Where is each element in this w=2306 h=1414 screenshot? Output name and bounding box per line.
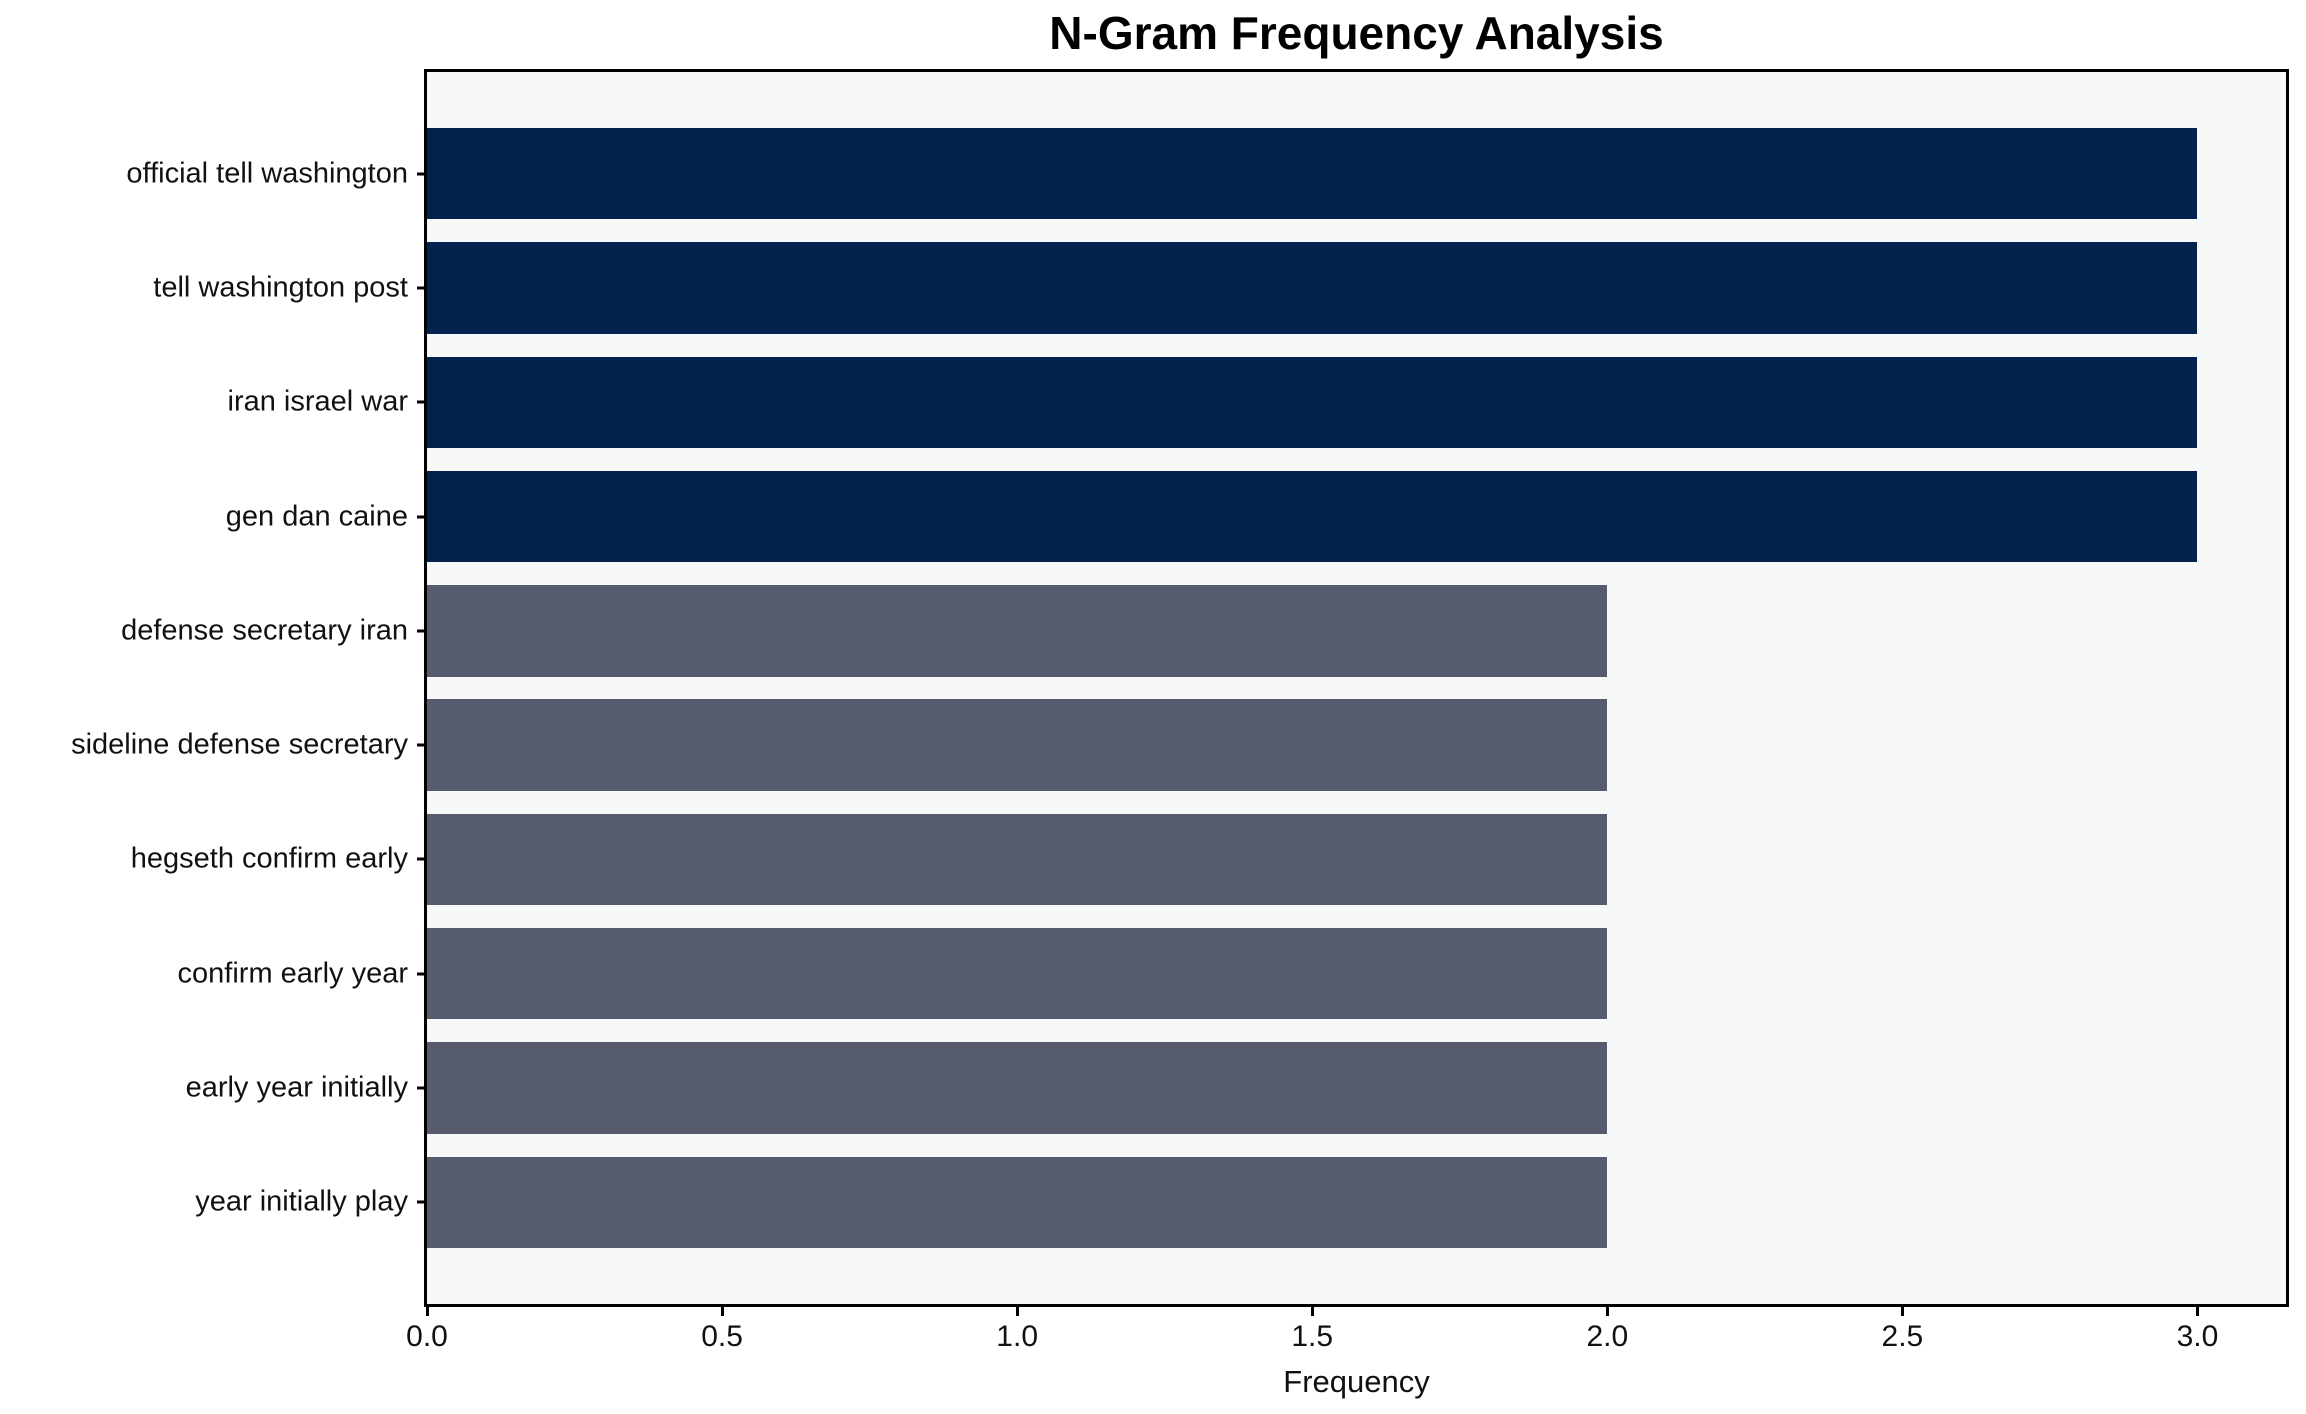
bar [427, 585, 1608, 677]
y-tick-label: gen dan caine [225, 500, 408, 533]
bar [427, 813, 1608, 906]
y-tick-mark [417, 857, 427, 861]
bar [427, 1156, 1608, 1248]
y-tick-mark [417, 1200, 427, 1204]
y-tick-mark [417, 286, 427, 290]
bar [427, 928, 1608, 1020]
x-axis-label: Frequency [1283, 1364, 1430, 1399]
x-tick-mark [1900, 1307, 1904, 1316]
bar [427, 356, 2198, 448]
y-tick-label: defense secretary iran [121, 614, 408, 647]
x-tick-mark [425, 1307, 429, 1316]
chart-title: N-Gram Frequency Analysis [1049, 7, 1664, 59]
x-tick-label: 0.0 [406, 1320, 448, 1353]
x-tick-label: 3.0 [2176, 1320, 2219, 1353]
y-tick-label: confirm early year [177, 957, 408, 990]
x-tick-label: 1.5 [1291, 1320, 1334, 1353]
x-tick-label: 0.5 [701, 1320, 743, 1353]
y-tick-mark [417, 515, 427, 519]
y-tick-label: year initially play [195, 1185, 408, 1218]
bar [427, 242, 2198, 334]
y-tick-mark [417, 743, 427, 747]
x-tick-label: 2.5 [1881, 1320, 1924, 1353]
y-tick-mark [417, 972, 427, 976]
y-tick-mark [417, 400, 427, 404]
y-tick-label: iran israel war [227, 385, 409, 418]
bar [427, 1042, 1608, 1134]
y-tick-label: hegseth confirm early [130, 842, 408, 875]
y-tick-label: early year initially [185, 1071, 408, 1104]
y-tick-label: official tell washington [126, 157, 408, 190]
y-tick-mark [417, 172, 427, 176]
y-tick-label: tell washington post [153, 271, 408, 304]
bar [427, 699, 1608, 791]
x-tick-mark [1310, 1307, 1314, 1316]
x-tick-label: 2.0 [1586, 1320, 1629, 1353]
y-tick-label: sideline defense secretary [71, 728, 408, 761]
x-tick-mark [1605, 1307, 1609, 1316]
y-tick-mark [417, 629, 427, 633]
bar [427, 128, 2198, 220]
y-tick-mark [417, 1086, 427, 1090]
x-tick-label: 1.0 [996, 1320, 1039, 1353]
bar [427, 470, 2198, 563]
x-tick-mark [720, 1307, 724, 1316]
plot-area [424, 69, 2289, 1307]
x-tick-mark [1015, 1307, 1019, 1316]
x-tick-mark [2195, 1307, 2199, 1316]
